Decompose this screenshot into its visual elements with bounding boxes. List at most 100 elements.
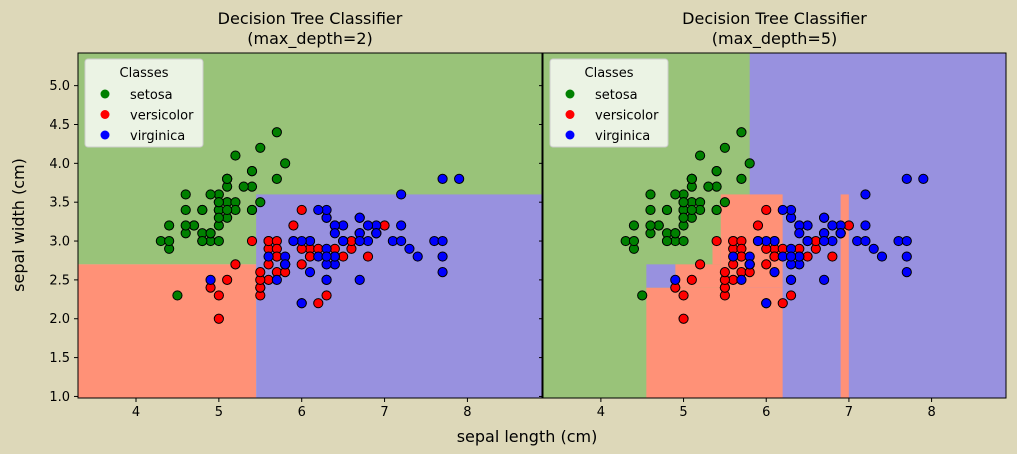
data-point-virginica xyxy=(205,274,216,285)
data-point-virginica xyxy=(296,298,307,309)
data-point-setosa xyxy=(222,173,233,184)
data-point-virginica xyxy=(354,274,365,285)
data-point-virginica xyxy=(868,243,879,254)
decision-region-virginica xyxy=(848,194,1006,398)
chart-title: Decision Tree Classifier xyxy=(682,9,867,28)
plot-panel-2: 4 5 6 7 8 Decision Tree Classifier(max_depth=… xyxy=(539,9,1007,420)
data-point-virginica xyxy=(288,235,299,247)
data-point-virginica xyxy=(802,235,813,247)
data-point-setosa xyxy=(164,235,175,247)
decision-region-versicolor xyxy=(675,264,721,288)
data-point-setosa xyxy=(670,189,681,200)
data-point-setosa xyxy=(719,197,730,208)
data-point-virginica xyxy=(785,251,797,262)
data-point-setosa xyxy=(678,235,689,247)
data-point-virginica xyxy=(329,228,340,239)
data-point-virginica xyxy=(860,189,871,200)
data-point-virginica xyxy=(769,267,780,278)
x-tick-label: 8 xyxy=(463,405,471,420)
data-point-virginica xyxy=(396,189,407,200)
data-point-setosa xyxy=(637,290,648,301)
data-point-setosa xyxy=(670,228,681,239)
data-point-setosa xyxy=(694,150,706,161)
data-point-versicolor xyxy=(711,235,722,247)
x-tick-label: 4 xyxy=(597,405,605,420)
y-tick-label: 2.5 xyxy=(49,273,70,288)
data-point-versicolor xyxy=(827,251,838,262)
legend-label-virginica: virginica xyxy=(595,129,650,144)
data-point-setosa xyxy=(736,173,747,184)
legend-label-virginica: virginica xyxy=(130,129,185,144)
data-point-setosa xyxy=(197,204,208,216)
data-point-virginica xyxy=(819,212,830,223)
data-point-setosa xyxy=(205,189,216,200)
decision-region-versicolor xyxy=(78,264,257,398)
x-tick-label: 5 xyxy=(215,405,223,420)
legend-marker-virginica xyxy=(565,130,575,140)
data-point-versicolor xyxy=(213,313,224,324)
data-point-virginica xyxy=(321,251,332,262)
data-point-virginica xyxy=(918,173,929,184)
data-point-virginica xyxy=(728,251,739,262)
data-point-setosa xyxy=(628,220,640,231)
y-tick-label: 2.0 xyxy=(49,312,70,327)
data-point-setosa xyxy=(271,173,282,184)
data-point-versicolor xyxy=(362,251,374,262)
data-point-setosa xyxy=(678,212,689,223)
data-point-versicolor xyxy=(313,298,324,309)
data-point-setosa xyxy=(213,235,224,247)
axes-frame xyxy=(77,52,543,399)
data-point-versicolor xyxy=(288,220,299,231)
data-point-setosa xyxy=(271,127,282,138)
legend-box xyxy=(549,58,669,148)
data-point-setosa xyxy=(686,173,697,184)
data-point-setosa xyxy=(180,220,191,231)
data-point-setosa xyxy=(719,142,730,153)
data-point-setosa xyxy=(255,197,266,208)
y-tick-label: 1.0 xyxy=(49,390,70,405)
data-point-virginica xyxy=(876,251,888,262)
legend-title: Classes xyxy=(120,66,169,81)
data-point-setosa xyxy=(164,220,175,231)
data-point-virginica xyxy=(670,274,681,285)
legend-marker-versicolor xyxy=(565,110,575,119)
x-tick-label: 6 xyxy=(298,405,306,420)
legend-marker-setosa xyxy=(100,89,110,99)
data-point-versicolor xyxy=(222,274,233,285)
data-point-virginica xyxy=(901,173,912,184)
data-point-setosa xyxy=(230,150,241,161)
axes-frame xyxy=(542,52,1007,399)
data-point-virginica xyxy=(794,228,805,239)
legend-label-versicolor: versicolor xyxy=(130,109,194,124)
data-point-virginica xyxy=(860,235,871,247)
x-tick-label: 4 xyxy=(132,405,140,420)
data-point-virginica xyxy=(313,204,324,216)
data-point-virginica xyxy=(437,251,448,262)
legend-marker-virginica xyxy=(100,130,110,140)
decision-region-virginica xyxy=(646,264,676,288)
legend: Classes setosa versicolor virginica xyxy=(84,58,204,148)
data-point-virginica xyxy=(437,173,448,184)
data-point-virginica xyxy=(835,228,846,239)
data-point-virginica xyxy=(819,274,830,285)
data-point-versicolor xyxy=(678,290,689,301)
data-point-versicolor xyxy=(719,267,730,278)
data-point-setosa xyxy=(645,204,656,216)
data-point-versicolor xyxy=(761,204,772,216)
data-point-setosa xyxy=(246,166,258,177)
data-point-virginica xyxy=(736,274,747,285)
x-tick-label: 7 xyxy=(380,405,388,420)
data-point-versicolor xyxy=(785,290,797,301)
data-point-virginica xyxy=(371,228,382,239)
data-point-setosa xyxy=(280,158,291,169)
data-point-setosa xyxy=(180,204,191,216)
y-tick-label: 4.5 xyxy=(49,118,70,133)
x-tick-label: 8 xyxy=(927,405,935,420)
data-point-virginica xyxy=(761,298,772,309)
data-point-setosa xyxy=(246,204,258,216)
data-point-setosa xyxy=(213,197,224,208)
legend: Classes setosa versicolor virginica xyxy=(549,58,669,148)
data-point-virginica xyxy=(263,251,274,262)
data-point-versicolor xyxy=(686,274,697,285)
